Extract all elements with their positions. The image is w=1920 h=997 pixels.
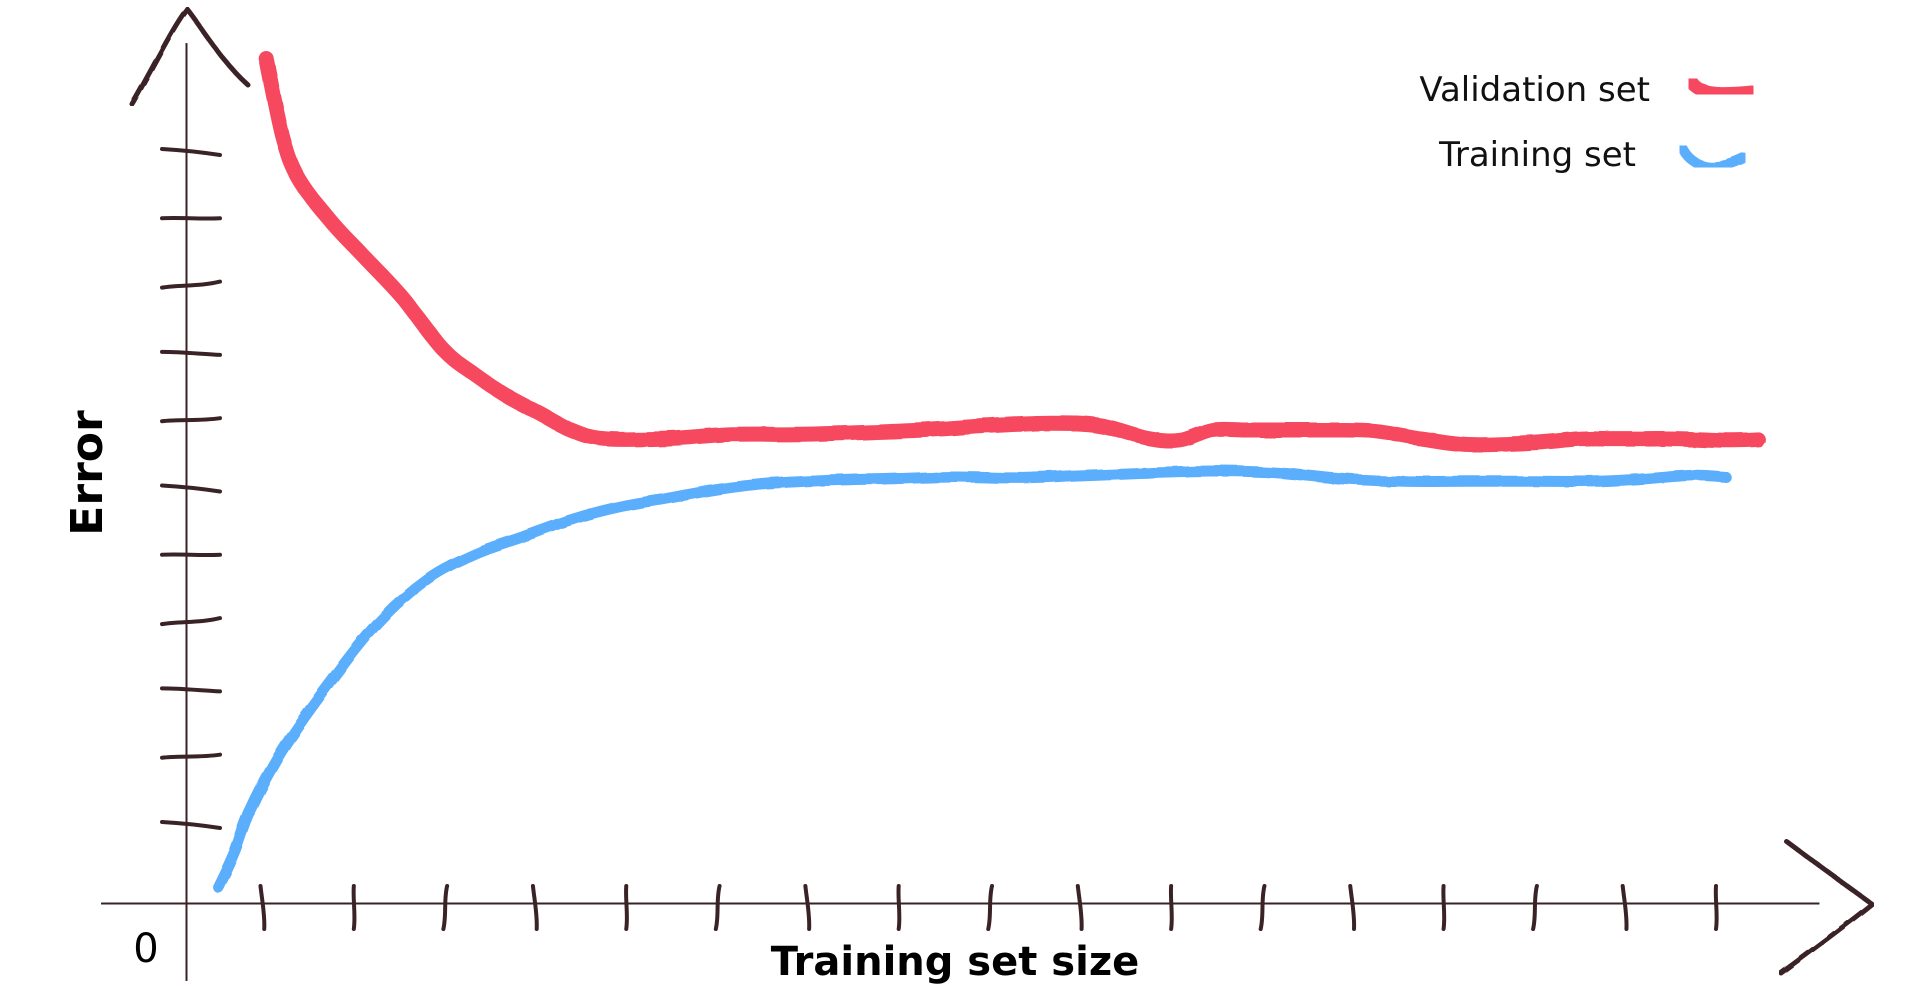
x-tick [624,884,629,931]
x-tick [1075,884,1084,931]
series-line-training-set [212,465,1732,893]
x-tick [441,884,450,931]
y-tick [160,147,222,157]
legend-swatch-validation [1683,72,1759,101]
y-tick [160,216,222,221]
x-tick [258,884,267,931]
y-tick [160,752,222,760]
legend: Validation set Training set [1419,70,1759,175]
y-axis-title: Error [62,410,113,536]
y-tick [160,349,222,357]
y-tick [160,279,222,290]
series-line-validation-set [258,51,1766,453]
legend-label-training: Training set [1438,135,1636,175]
x-tick [1168,884,1174,931]
x-tick [1620,884,1629,931]
x-tick [1713,884,1719,931]
x-tick [530,884,539,931]
series-layer [212,51,1766,893]
x-axis-line [101,894,1821,913]
y-tick [160,820,222,830]
x-tick [1531,884,1539,931]
x-tick [1441,884,1447,931]
x-tick [803,884,812,931]
y-tick [160,483,222,494]
axes [101,4,1877,981]
origin-label: 0 [133,926,158,972]
x-axis-title: Training set size [771,939,1139,985]
y-tick [160,552,222,558]
x-tick [986,884,994,931]
y-tick [160,686,222,694]
y-axis-line [177,43,196,981]
y-tick [160,616,222,627]
x-tick [351,884,357,931]
y-ticks [160,147,222,830]
x-ticks [258,884,1719,931]
x-tick [1258,884,1267,931]
legend-swatch-training [1676,141,1749,172]
x-tick [896,884,902,931]
y-tick [160,416,222,424]
legend-label-validation: Validation set [1419,70,1650,110]
x-axis-arrowhead [1778,838,1877,976]
x-tick [1348,884,1357,931]
y-axis-arrowhead [129,4,251,107]
x-tick [713,884,722,931]
